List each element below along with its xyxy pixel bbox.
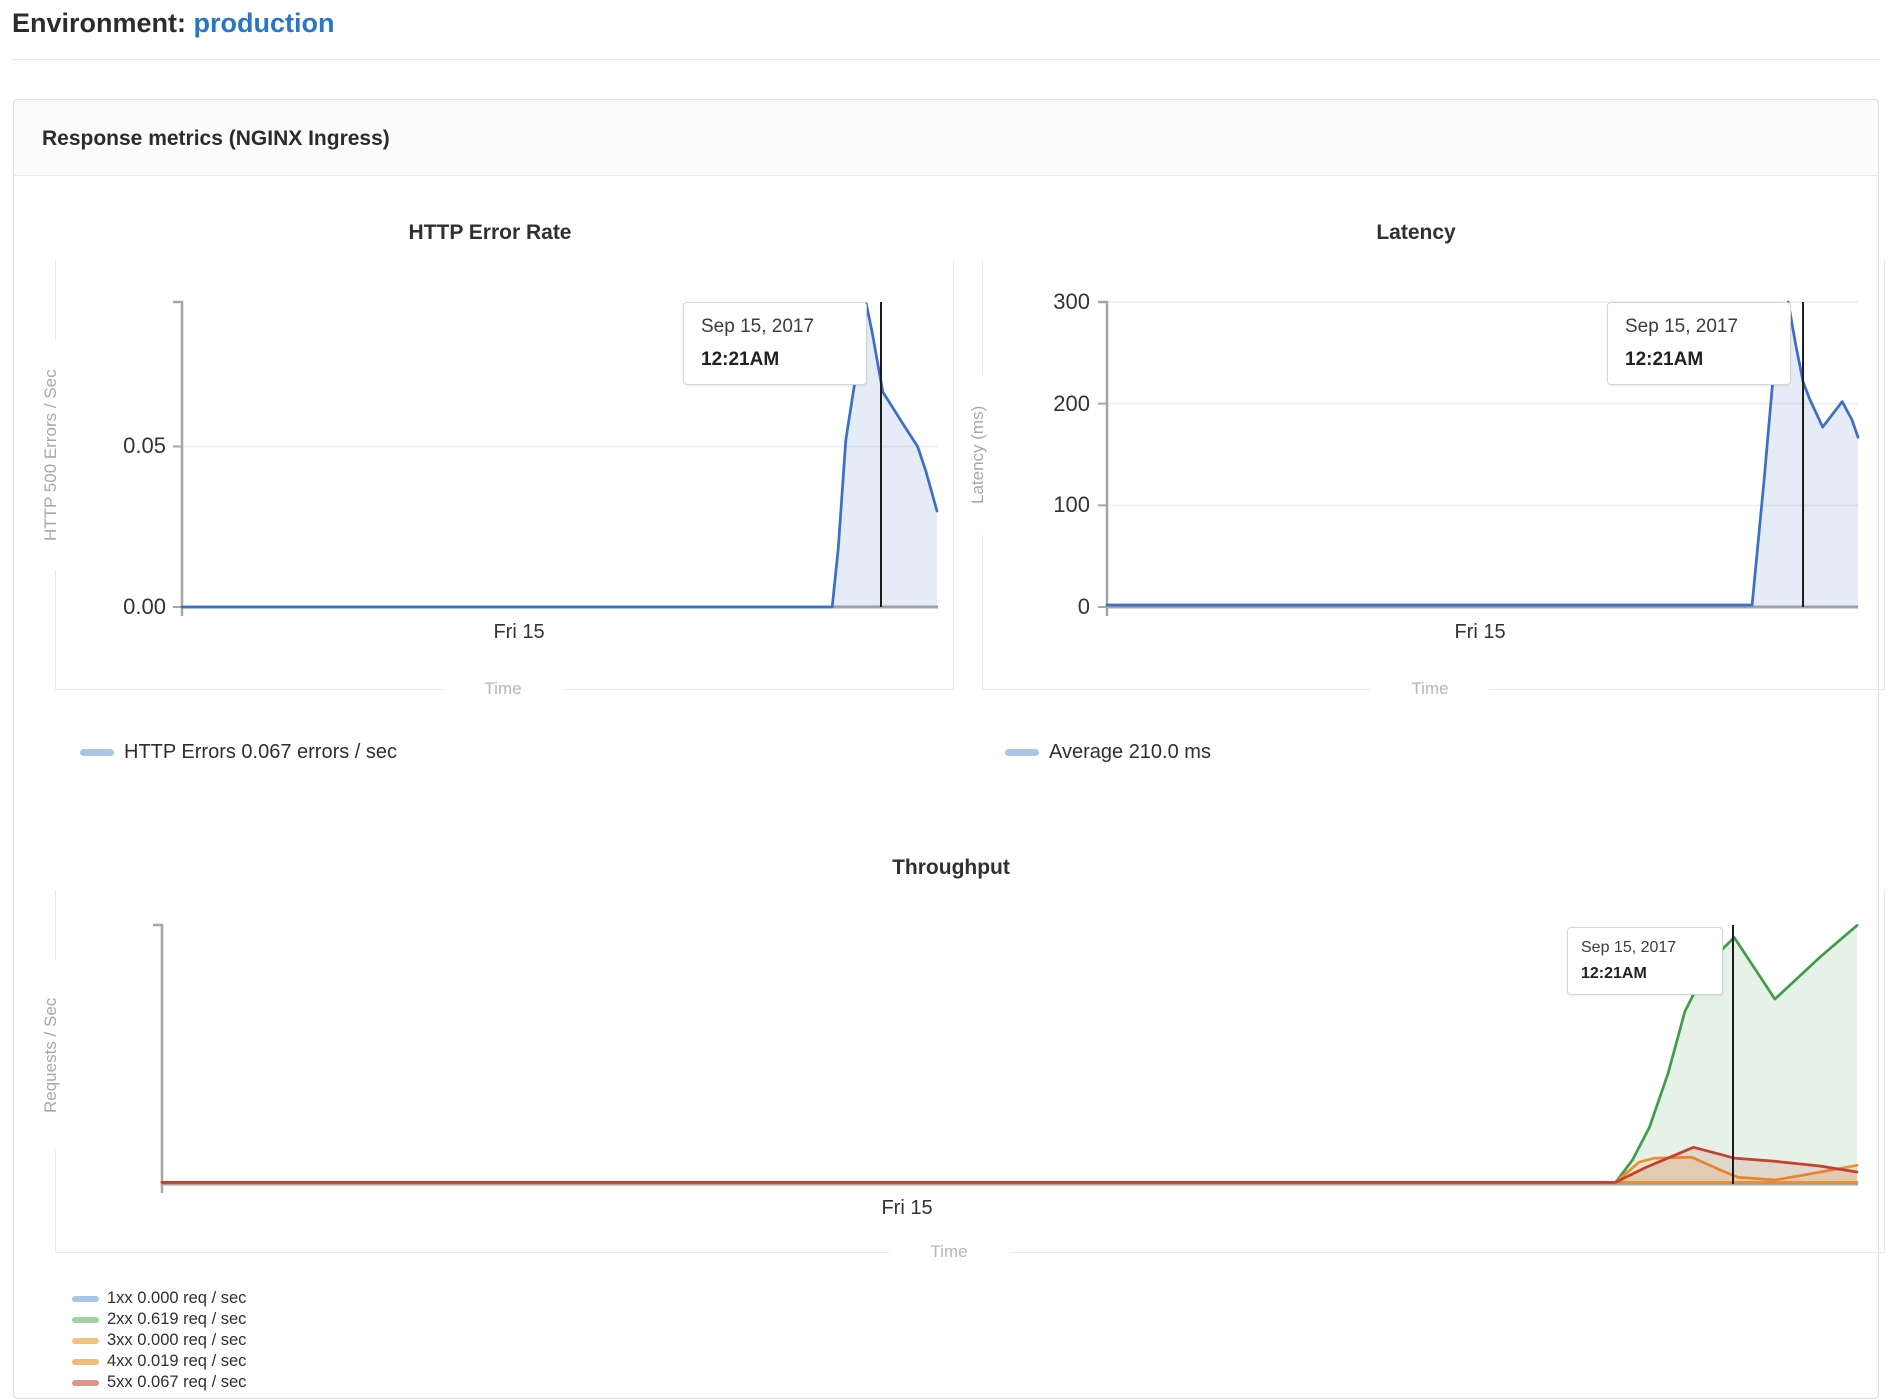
legend-swatch (72, 1295, 99, 1302)
tooltip-date: Sep 15, 2017 (1581, 939, 1677, 956)
throughput-xtick: Fri 15 (881, 1197, 933, 1219)
latency-ytick-0: 0 (1077, 594, 1090, 619)
legend-item-1xx: 1xx 0.000 req / sec (72, 1288, 246, 1309)
metrics-panel-heading: Response metrics (NGINX Ingress) (13, 99, 1879, 176)
legend-item-5xx: 5xx 0.067 req / sec (72, 1372, 246, 1393)
legend-swatch (72, 1337, 99, 1344)
legend-label: Average 210.0 ms (1049, 741, 1211, 763)
legend-label: 1xx 0.000 req / sec (107, 1289, 247, 1307)
panel-title: Response metrics (NGINX Ingress) (42, 127, 390, 150)
latency-ytick-300: 300 (1053, 289, 1090, 314)
latency-tooltip: Sep 15, 2017 12:21AM (1607, 302, 1791, 385)
tooltip-date: Sep 15, 2017 (1625, 316, 1739, 337)
error-rate-legend: HTTP Errors 0.067 errors / sec (80, 741, 397, 764)
tooltip-time: 12:21AM (1581, 965, 1647, 982)
tooltip-time: 12:21AM (1625, 349, 1704, 370)
error-rate-x-axis-label: Time (443, 678, 563, 700)
legend-item-4xx: 4xx 0.019 req / sec (72, 1351, 246, 1372)
latency-ytick-100: 100 (1053, 492, 1090, 517)
latency-xtick: Fri 15 (1454, 621, 1506, 643)
legend-label: 4xx 0.019 req / sec (107, 1352, 247, 1370)
error-rate-ytick-005: 0.05 (123, 433, 166, 458)
legend-label: 2xx 0.619 req / sec (107, 1310, 247, 1328)
tooltip-date: Sep 15, 2017 (701, 316, 815, 337)
legend-label: HTTP Errors 0.067 errors / sec (124, 741, 398, 763)
legend-swatch (72, 1316, 99, 1323)
error-rate-xtick: Fri 15 (493, 621, 545, 643)
tooltip-time: 12:21AM (701, 349, 780, 370)
latency-legend: Average 210.0 ms (1005, 741, 1211, 764)
page-header: Environment: production (12, 8, 335, 39)
throughput-legend: 1xx 0.000 req / sec 2xx 0.619 req / sec … (72, 1288, 246, 1393)
throughput-x-axis-label: Time (889, 1241, 1009, 1263)
error-rate-tooltip: Sep 15, 2017 12:21AM (683, 302, 867, 385)
page-title: Environment: (12, 8, 187, 38)
legend-swatch (80, 749, 114, 756)
throughput-tooltip: Sep 15, 2017 12:21AM (1567, 927, 1723, 995)
environment-link[interactable]: production (193, 8, 335, 38)
latency-chart-title: Latency (1376, 221, 1456, 244)
legend-label: 3xx 0.000 req / sec (107, 1331, 247, 1349)
legend-item-3xx: 3xx 0.000 req / sec (72, 1330, 246, 1351)
legend-label: 5xx 0.067 req / sec (107, 1373, 247, 1391)
legend-swatch (72, 1379, 99, 1386)
throughput-chart-title: Throughput (892, 856, 1010, 879)
legend-swatch (1005, 749, 1039, 756)
latency-x-axis-label: Time (1370, 678, 1490, 700)
legend-swatch (72, 1358, 99, 1365)
header-divider (12, 59, 1880, 60)
latency-ytick-200: 200 (1053, 391, 1090, 416)
legend-item-2xx: 2xx 0.619 req / sec (72, 1309, 246, 1330)
error-rate-ytick-000: 0.00 (123, 594, 166, 619)
error-rate-chart-title: HTTP Error Rate (408, 221, 572, 244)
